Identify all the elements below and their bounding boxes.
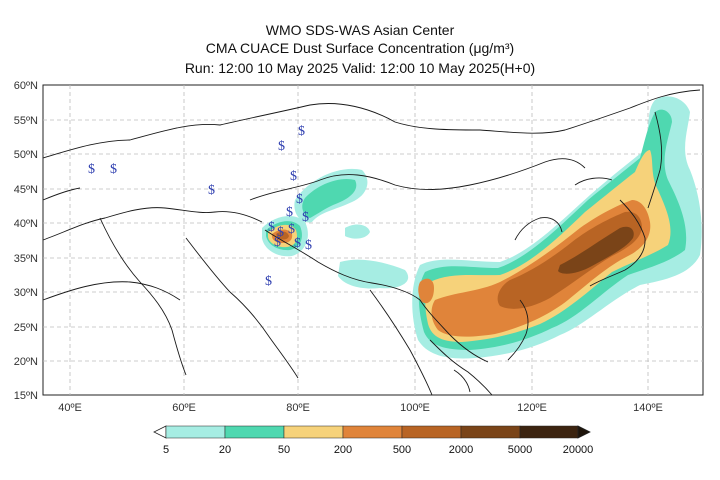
colorbar-segment-7 [519,425,579,439]
dust-marker: $ [277,225,284,240]
dust-marker: $ [302,210,309,225]
dust-marker: $ [208,183,215,198]
dust-marker: $ [298,124,305,139]
title-line-3: Run: 12:00 10 May 2025 Valid: 12:00 10 M… [184,60,536,76]
lat-label-40: 40ºN [14,218,38,230]
colorbar-segment-2 [224,425,285,439]
lat-label-25: 25ºN [14,322,38,334]
title-line-1: WMO SDS-WAS Asian Center [265,22,455,38]
dust-zone-tibet-5 [338,259,409,289]
lon-label-140: 140ºE [633,402,663,414]
dust-zone-japan-2000 [558,226,634,274]
lon-label-100: 100ºE [400,402,430,414]
lon-label-80: 80ºE [286,402,310,414]
colorbar-label: 20000 [563,444,594,456]
latitude-labels: 60ºN 55ºN 50ºN 45ºN 40ºN 35ºN 30ºN 25ºN … [14,80,38,402]
dust-marker: $ [288,222,295,237]
dust-observation-markers: $ $ $ $ $ $ $ $ $ $ $ $ $ $ $ $ [88,124,312,289]
colorbar: 5 20 50 200 500 2000 5000 20000 [153,425,594,456]
lat-label-20: 20ºN [14,356,38,368]
lon-label-40: 40ºE [58,402,82,414]
lat-label-55: 55ºN [14,115,38,127]
colorbar-arrow-low [153,425,167,439]
colorbar-label: 5000 [508,444,532,456]
colorbar-label: 2000 [449,444,473,456]
dust-zone-sichuan-200 [418,278,434,304]
lat-label-45: 45ºN [14,184,38,196]
colorbar-label: 200 [334,444,352,456]
dust-shading [262,96,702,359]
dust-marker: $ [88,162,95,177]
colorbar-label: 5 [163,444,169,456]
dust-marker: $ [290,169,297,184]
colorbar-label: 20 [219,444,231,456]
dust-marker: $ [268,220,275,235]
colorbar-segment-6 [460,425,521,439]
lat-label-60: 60ºN [14,80,38,92]
lat-label-30: 30ºN [14,287,38,299]
dust-zone-tarim-500 [276,231,289,240]
dust-marker: $ [274,235,281,250]
title-line-2: CMA CUACE Dust Surface Concentration (μg… [205,40,515,56]
dust-marker: $ [294,236,301,251]
colorbar-segment-1 [165,425,226,439]
lat-label-50: 50ºN [14,149,38,161]
dust-marker: $ [278,139,285,154]
dust-zone-central-20 [302,178,357,218]
dust-marker: $ [265,274,272,289]
colorbar-label: 500 [393,444,411,456]
lat-label-15: 15ºN [14,390,38,402]
dust-marker: $ [296,192,303,207]
country-borders [42,89,701,396]
lat-label-35: 35ºN [14,253,38,265]
longitude-labels: 40ºE 60ºE 80ºE 100ºE 120ºE 140ºE [58,402,663,414]
lon-label-60: 60ºE [172,402,196,414]
colorbar-arrow-high [577,425,591,439]
lon-label-120: 120ºE [517,402,547,414]
dust-marker: $ [110,162,117,177]
dust-marker: $ [305,238,312,253]
colorbar-segment-4 [342,425,403,439]
dust-zone-qinghai-5 [345,224,370,239]
colorbar-segment-3 [283,425,344,439]
colorbar-label: 50 [278,444,290,456]
dust-marker: $ [286,205,293,220]
colorbar-segment-5 [401,425,462,439]
